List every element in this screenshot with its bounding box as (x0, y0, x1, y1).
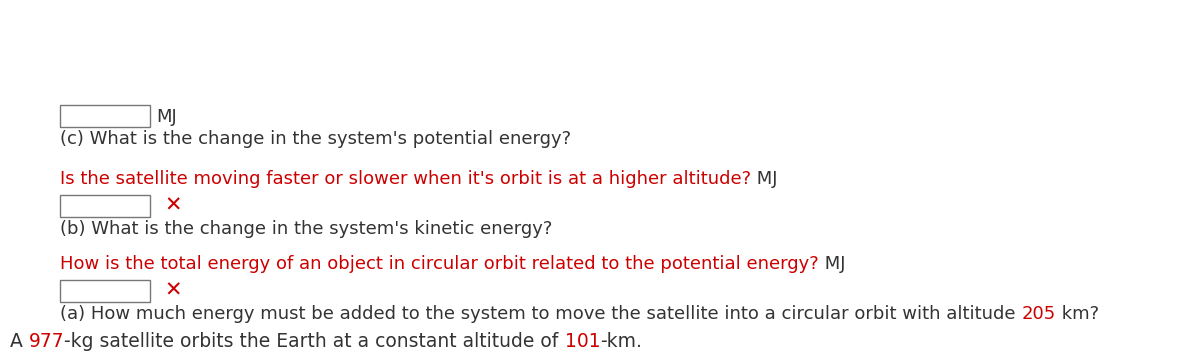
Text: Is the satellite moving faster or slower when it's orbit is at a higher altitude: Is the satellite moving faster or slower… (60, 170, 751, 188)
Text: 178: 178 (64, 198, 98, 216)
Text: MJ: MJ (751, 170, 778, 188)
Text: -kg satellite orbits the Earth at a constant altitude of: -kg satellite orbits the Earth at a cons… (65, 332, 565, 351)
Text: 977: 977 (29, 332, 65, 351)
Text: How is the total energy of an object in circular orbit related to the potential : How is the total energy of an object in … (60, 255, 818, 273)
Text: 101: 101 (565, 332, 600, 351)
Text: (c) What is the change in the system's potential energy?: (c) What is the change in the system's p… (60, 130, 571, 148)
Text: MJ: MJ (156, 108, 176, 126)
Text: MJ: MJ (818, 255, 845, 273)
Text: 892.8: 892.8 (64, 283, 115, 301)
Text: ✕: ✕ (164, 196, 181, 216)
Text: A: A (10, 332, 29, 351)
Text: (a) How much energy must be added to the system to move the satellite into a cir: (a) How much energy must be added to the… (60, 305, 1021, 323)
Text: (b) What is the change in the system's kinetic energy?: (b) What is the change in the system's k… (60, 220, 552, 238)
Text: -km.: -km. (600, 332, 642, 351)
Text: 205: 205 (1021, 305, 1056, 323)
Text: ✕: ✕ (164, 281, 181, 301)
Text: km?: km? (1056, 305, 1099, 323)
